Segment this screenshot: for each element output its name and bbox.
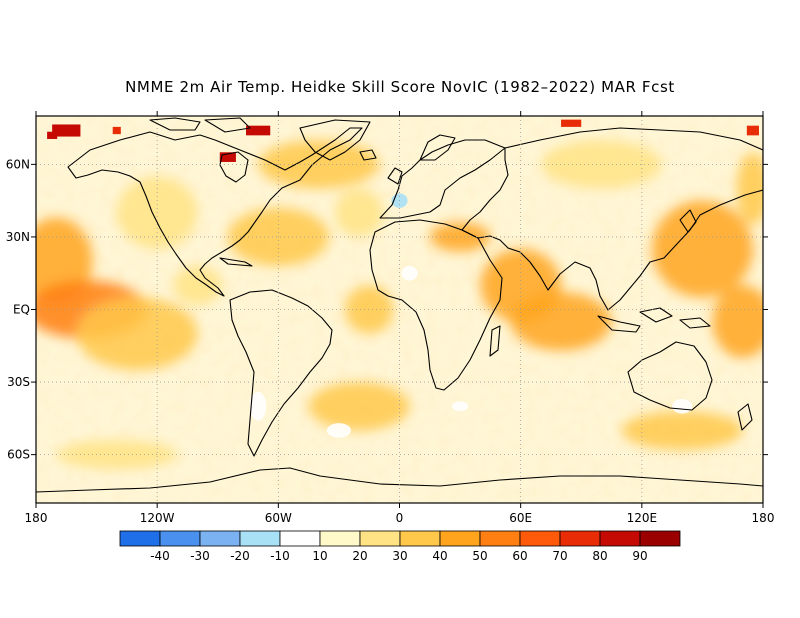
high-skill-patch — [219, 152, 236, 162]
colorbar-cell — [239, 530, 281, 547]
colorbar-label: 30 — [392, 549, 407, 563]
lat-tick-label: EQ — [13, 303, 30, 317]
colorbar-cells — [119, 530, 681, 547]
negative-skill-patch — [326, 423, 352, 438]
coast-australia — [627, 341, 713, 411]
coast-madagascar — [489, 325, 501, 357]
colorbar-label: -40 — [150, 549, 170, 563]
lon-tick-label: 60E — [509, 511, 532, 525]
coast-hudson-bay — [219, 151, 249, 183]
colorbar-cell — [119, 530, 161, 547]
skill-region — [510, 292, 612, 351]
latitude-axis: 60N 30N EQ 30S 60S — [6, 157, 768, 462]
coast-europe — [379, 139, 506, 219]
colorbar-label: 60 — [512, 549, 527, 563]
coast-iceland — [359, 149, 377, 161]
skill-region — [712, 285, 763, 358]
skill-region — [334, 188, 384, 237]
high-skill-patches — [47, 119, 759, 162]
coast-indonesia — [597, 307, 711, 333]
coast-new-zealand — [737, 403, 753, 431]
colorbar-cell — [279, 530, 321, 547]
high-skill-patch — [246, 125, 271, 136]
skill-region — [621, 411, 743, 450]
negative-skill-patch — [250, 391, 267, 421]
colorbar-cell — [399, 530, 441, 547]
colorbar-cell — [319, 530, 361, 547]
lon-tick-label: 120E — [627, 511, 658, 525]
colorbar-cell — [199, 530, 241, 547]
coast-arctic-islands — [149, 117, 251, 133]
graticule — [36, 116, 763, 503]
high-skill-patch — [52, 124, 81, 137]
coast-north-america — [67, 127, 363, 297]
high-skill-patch — [112, 126, 121, 135]
colorbar-label: 80 — [592, 549, 607, 563]
skill-region — [308, 382, 410, 431]
skill-region — [651, 200, 753, 298]
colorbar-cell — [559, 530, 601, 547]
colorbar-cell — [359, 530, 401, 547]
high-skill-patch — [47, 131, 58, 139]
colorbar-label: -30 — [190, 549, 210, 563]
colorbar-label: 90 — [632, 549, 647, 563]
lat-tick-label: 30S — [7, 375, 30, 389]
colorbar-cell — [519, 530, 561, 547]
skill-field — [36, 116, 763, 503]
colorbar-label: 20 — [352, 549, 367, 563]
lat-tick-label: 60S — [7, 448, 30, 462]
colorbar-label: -20 — [230, 549, 250, 563]
skill-region — [76, 297, 198, 370]
colorbar-cell — [599, 530, 641, 547]
skill-region — [344, 285, 394, 334]
colorbar-label: 10 — [312, 549, 327, 563]
colorbar-label: -10 — [270, 549, 290, 563]
coast-cuba — [219, 257, 253, 267]
negative-skill-patch — [401, 265, 418, 281]
lon-tick-label: 60W — [265, 511, 292, 525]
colorbar-cell — [639, 530, 681, 547]
skill-region — [173, 265, 222, 305]
lon-tick-label: 120W — [140, 511, 175, 525]
lat-tick-label: 30N — [6, 230, 30, 244]
coast-british-isles — [387, 167, 403, 185]
chart-title: NMME 2m Air Temp. Heidke Skill Score Nov… — [125, 78, 675, 96]
colorbar-cell — [159, 530, 201, 547]
longitude-axis: 180 120W 60W 0 60E 120E 180 — [25, 111, 775, 525]
negative-skill-patches — [250, 193, 693, 438]
coast-scandinavia — [419, 134, 456, 161]
colorbar-cell — [439, 530, 481, 547]
skill-region — [258, 140, 380, 189]
coast-japan — [679, 209, 697, 233]
colorbar-labels: -40 -30 -20 -10 10 20 30 40 50 60 70 80 90 — [150, 549, 647, 563]
lat-tick-label: 60N — [6, 157, 30, 171]
colorbar-label: 70 — [552, 549, 567, 563]
negative-skill-patch — [452, 401, 469, 412]
coast-greenland — [299, 119, 371, 161]
colorbar-label: 40 — [432, 549, 447, 563]
skill-regions — [36, 140, 763, 470]
coast-antarctica — [36, 467, 763, 493]
lon-tick-label: 180 — [752, 511, 775, 525]
colorbar-cell — [479, 530, 521, 547]
lon-tick-label: 0 — [396, 511, 404, 525]
coast-south-america — [229, 289, 333, 457]
coastlines — [36, 117, 763, 493]
high-skill-patch — [561, 119, 582, 127]
high-skill-patch — [746, 125, 759, 136]
skill-region — [736, 152, 763, 225]
colorbar-label: 50 — [472, 549, 487, 563]
skill-region — [540, 140, 663, 189]
lon-tick-label: 180 — [25, 511, 48, 525]
coast-asia — [461, 127, 763, 311]
